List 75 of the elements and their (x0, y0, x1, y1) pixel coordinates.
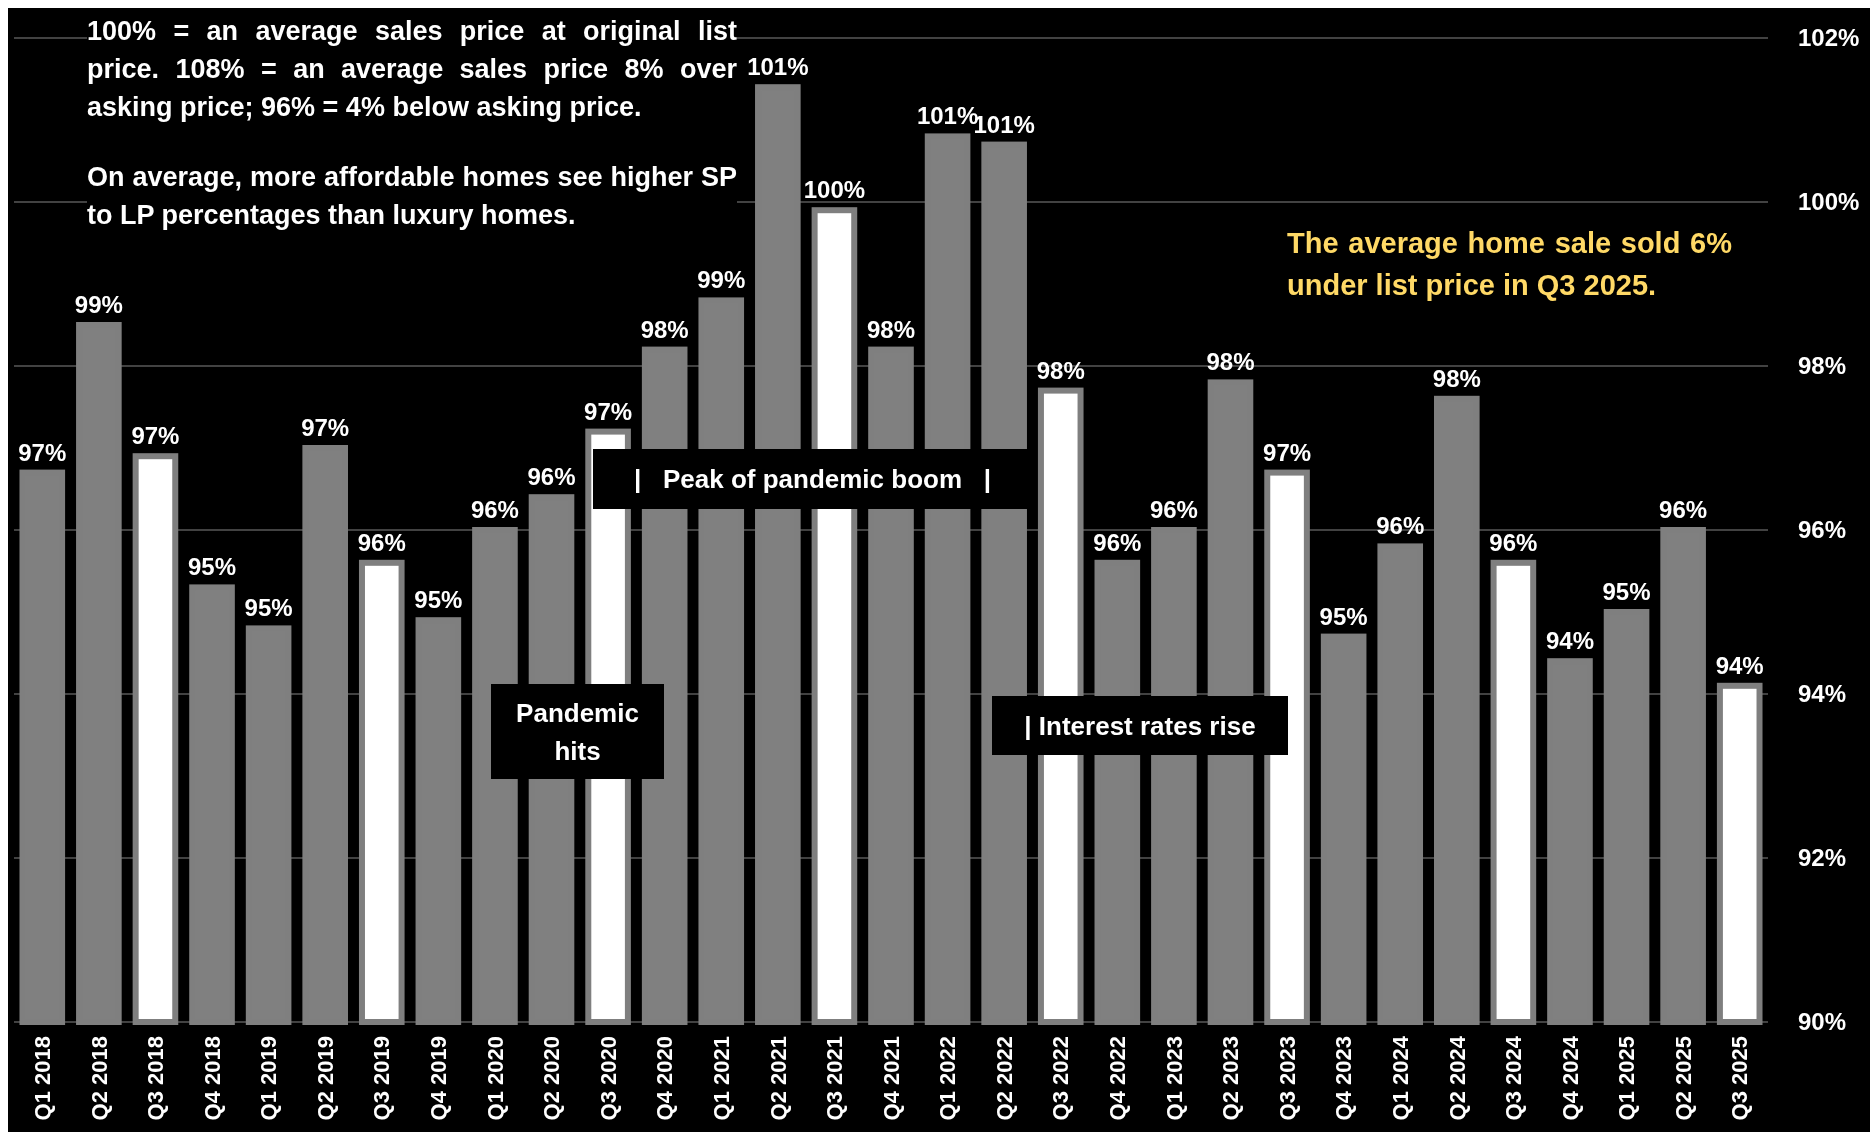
y-tick-label: 94% (1798, 680, 1847, 708)
data-label: 98% (866, 315, 916, 343)
x-tick-label: Q4 2020 (652, 1036, 678, 1121)
x-tick-label: Q4 2019 (426, 1036, 452, 1121)
data-label: 97% (584, 397, 633, 425)
data-label: 100% (803, 176, 866, 204)
x-tick-label: Q4 2018 (199, 1036, 225, 1121)
data-label: 99% (697, 266, 746, 294)
x-tick-label: Q3 2022 (1048, 1036, 1074, 1121)
data-label: 95% (414, 586, 463, 614)
x-tick-label: Q2 2018 (86, 1036, 112, 1121)
x-tick-label: Q4 2024 (1557, 1035, 1583, 1121)
x-tick-label: Q2 2019 (312, 1036, 338, 1121)
x-tick-label: Q3 2024 (1501, 1035, 1527, 1121)
x-tick-label: Q4 2023 (1331, 1036, 1357, 1121)
y-tick-label: 92% (1798, 844, 1847, 872)
x-tick-label: Q1 2019 (256, 1036, 282, 1121)
x-tick-label: Q1 2018 (29, 1036, 55, 1121)
x-tick-label: Q3 2025 (1727, 1036, 1753, 1121)
x-tick-label: Q3 2020 (595, 1036, 621, 1121)
data-label: 99% (74, 291, 123, 318)
x-tick-label: Q1 2024 (1387, 1035, 1413, 1121)
y-tick-label: 102% (1798, 24, 1860, 52)
x-tick-label: Q2 2020 (539, 1036, 565, 1121)
annotation: On average, more affordable homes see higher SP to LP percentages than luxury homes. (87, 158, 737, 234)
x-tick-label: Q2 2022 (991, 1036, 1017, 1121)
x-tick-label: Q2 2021 (765, 1036, 791, 1121)
data-label: 101% (747, 53, 809, 81)
data-label: 97% (131, 422, 180, 450)
x-tick-label: Q2 2024 (1444, 1035, 1470, 1121)
data-label: 94% (1545, 627, 1594, 655)
annotation: The average home sale sold 6% under list price in Q3 2025. (1287, 222, 1732, 306)
annotation: Pandemic hits (516, 697, 639, 766)
data-label: 98% (1206, 348, 1255, 376)
data-label: 96% (1149, 496, 1198, 523)
x-tick-label: Q1 2023 (1161, 1036, 1187, 1121)
data-label: 96% (1489, 528, 1538, 556)
data-label: 98% (640, 315, 689, 343)
data-label: 96% (1659, 496, 1708, 523)
caption-box: | Interest rates rise (992, 696, 1288, 755)
y-tick-label: 100% (1798, 188, 1860, 216)
data-label: 96% (1093, 528, 1142, 556)
data-label: 98% (1036, 356, 1085, 384)
x-tick-label: Q1 2025 (1614, 1036, 1640, 1121)
y-tick-label: 98% (1798, 352, 1847, 380)
caption-box: Pandemic hits (491, 684, 664, 779)
x-tick-label: Q3 2019 (369, 1036, 395, 1121)
x-tick-label: Q1 2020 (482, 1036, 508, 1121)
x-tick-label: Q2 2025 (1670, 1036, 1696, 1121)
data-label: 95% (1319, 602, 1368, 630)
data-label: 97% (18, 438, 67, 466)
x-tick-label: Q1 2021 (708, 1036, 734, 1121)
data-label: 96% (357, 528, 406, 556)
data-label: 97% (1263, 438, 1312, 466)
data-label: 95% (1602, 578, 1651, 605)
data-label: 96% (1376, 512, 1425, 540)
data-label: 94% (1715, 651, 1764, 679)
x-tick-label: Q3 2018 (143, 1036, 169, 1121)
y-tick-label: 90% (1798, 1008, 1847, 1036)
data-label: 98% (1432, 364, 1481, 392)
annotation: | Peak of pandemic boom | (634, 464, 991, 495)
annotation: | Interest rates rise (1024, 710, 1256, 741)
annotation: 100% = an average sales price at original list price. 108% = an average sales price 8% over asking price; 96% = 4% below asking price. (87, 12, 737, 126)
data-label: 96% (470, 496, 519, 523)
x-tick-label: Q3 2023 (1274, 1036, 1300, 1121)
data-label: 97% (301, 414, 350, 441)
data-label: 96% (527, 463, 576, 491)
data-label: 95% (244, 594, 293, 622)
y-tick-label: 96% (1798, 516, 1847, 544)
x-tick-label: Q4 2021 (878, 1036, 904, 1121)
x-tick-label: Q4 2022 (1105, 1036, 1131, 1121)
x-tick-label: Q3 2021 (822, 1036, 848, 1121)
x-tick-label: Q1 2022 (935, 1036, 961, 1121)
x-tick-label: Q2 2023 (1218, 1036, 1244, 1121)
data-label: 95% (188, 553, 237, 581)
